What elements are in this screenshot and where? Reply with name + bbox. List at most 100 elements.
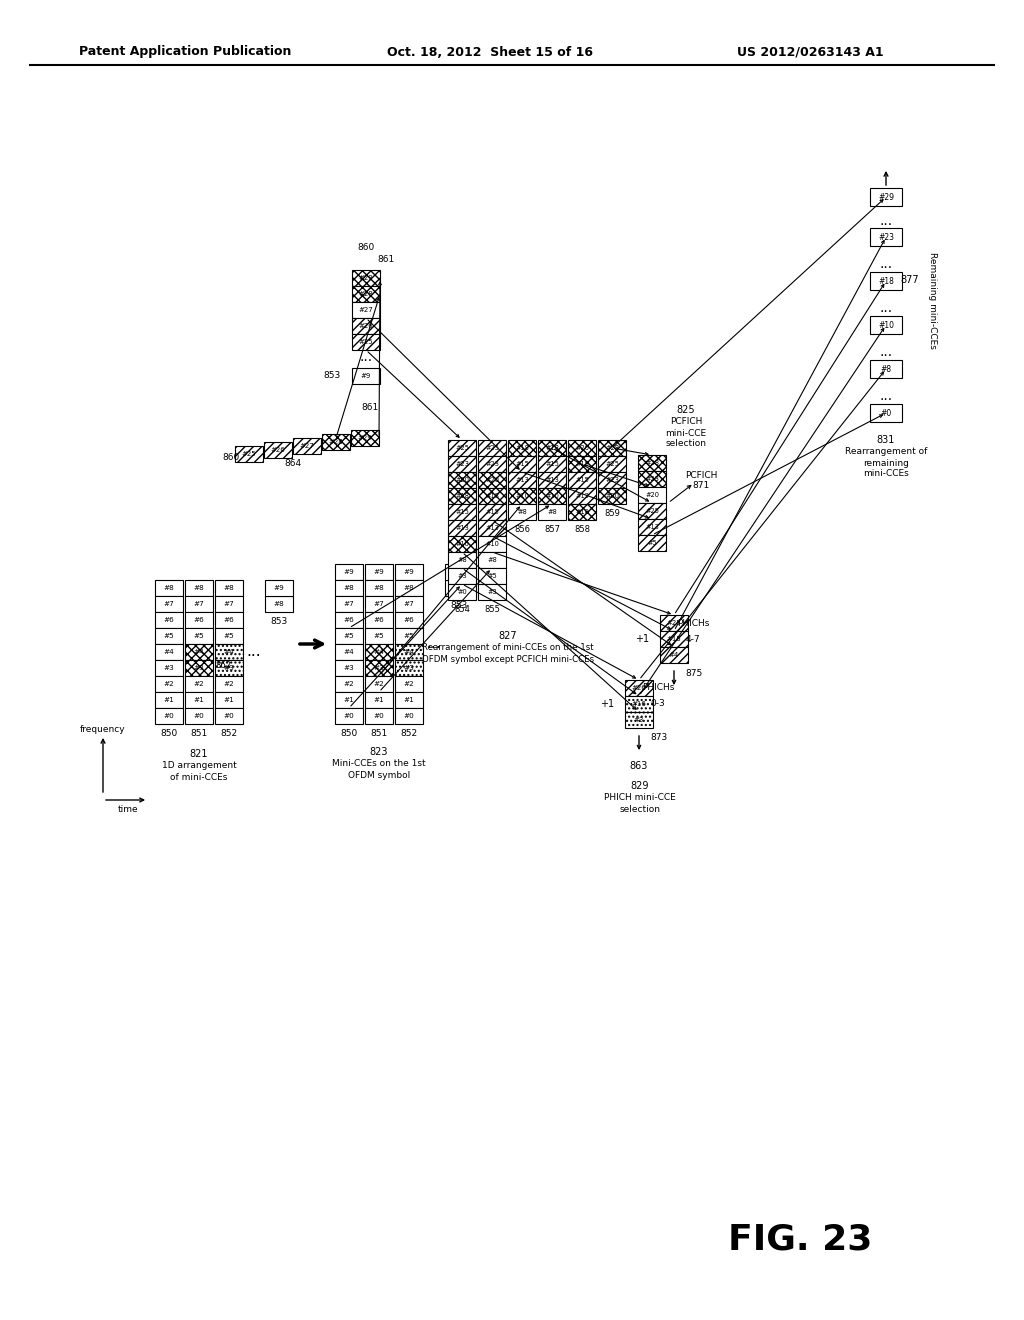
Text: #8: #8: [403, 585, 415, 591]
Text: #20: #20: [645, 492, 659, 498]
Text: ...: ...: [359, 350, 373, 364]
Text: #15: #15: [667, 636, 681, 642]
Bar: [449, 536, 476, 552]
Text: 850: 850: [340, 730, 357, 738]
Text: US 2012/0263143 A1: US 2012/0263143 A1: [736, 45, 884, 58]
Text: time: time: [118, 805, 138, 814]
Text: 860: 860: [222, 454, 240, 462]
Text: #20: #20: [605, 492, 618, 499]
Text: #28: #28: [645, 459, 659, 466]
Text: #10: #10: [515, 492, 529, 499]
Text: #9: #9: [374, 569, 384, 576]
Text: 831: 831: [877, 436, 895, 445]
Bar: [478, 455, 506, 473]
Bar: [215, 660, 243, 676]
Text: OFDM symbol: OFDM symbol: [348, 771, 411, 780]
Bar: [335, 708, 362, 723]
Bar: [365, 644, 393, 660]
Text: #25: #25: [485, 445, 499, 451]
Bar: [538, 473, 566, 488]
Text: #29: #29: [357, 436, 373, 441]
Text: #26: #26: [632, 685, 646, 690]
Text: #10: #10: [575, 510, 589, 515]
Bar: [538, 455, 566, 473]
Text: #29: #29: [878, 193, 894, 202]
Text: 1D arrangement: 1D arrangement: [162, 762, 237, 771]
Bar: [365, 597, 393, 612]
Bar: [538, 440, 566, 455]
Text: #3: #3: [634, 717, 644, 723]
Bar: [870, 187, 902, 206]
Bar: [155, 676, 183, 692]
Bar: [352, 302, 380, 318]
Text: #25: #25: [455, 445, 469, 451]
Text: #1: #1: [403, 697, 415, 704]
Text: #3: #3: [223, 665, 234, 671]
Text: 857: 857: [544, 525, 560, 535]
Text: #8: #8: [454, 585, 464, 591]
Text: #10: #10: [455, 541, 469, 546]
Text: 871: 871: [692, 480, 710, 490]
Bar: [395, 597, 423, 612]
Bar: [449, 455, 476, 473]
Text: #5: #5: [194, 634, 205, 639]
Text: 821: 821: [189, 748, 208, 759]
Text: #1: #1: [374, 697, 384, 704]
Text: 851: 851: [371, 730, 388, 738]
Text: #1: #1: [194, 697, 205, 704]
Text: #1: #1: [344, 697, 354, 704]
Text: #27: #27: [300, 444, 314, 449]
Text: #8: #8: [374, 585, 384, 591]
Bar: [185, 708, 213, 723]
Bar: [598, 473, 626, 488]
Text: 859: 859: [604, 510, 620, 519]
Text: ...: ...: [880, 345, 893, 359]
Text: 853: 853: [451, 602, 468, 610]
Text: #3: #3: [344, 665, 354, 671]
Text: #7: #7: [403, 601, 415, 607]
Text: #0: #0: [457, 589, 467, 595]
Text: 855: 855: [484, 606, 500, 615]
Bar: [365, 692, 393, 708]
Bar: [478, 504, 506, 520]
Text: #29: #29: [358, 275, 374, 281]
Bar: [185, 597, 213, 612]
Text: #23: #23: [645, 477, 658, 482]
Bar: [449, 504, 476, 520]
Bar: [568, 488, 596, 504]
Text: #18: #18: [455, 492, 469, 499]
Bar: [395, 644, 423, 660]
Bar: [155, 628, 183, 644]
Text: #23: #23: [878, 232, 894, 242]
Text: ...: ...: [880, 301, 893, 315]
Text: 860: 860: [357, 243, 375, 252]
Text: #2: #2: [374, 681, 384, 686]
Text: mini-CCE: mini-CCE: [666, 429, 707, 437]
Text: 829: 829: [631, 781, 649, 791]
Text: #2: #2: [403, 681, 415, 686]
Bar: [870, 228, 902, 246]
Text: #4: #4: [164, 649, 174, 655]
Bar: [185, 676, 213, 692]
Bar: [538, 504, 566, 520]
Bar: [508, 473, 536, 488]
Text: #0: #0: [344, 713, 354, 719]
Bar: [449, 488, 476, 504]
Bar: [352, 318, 380, 334]
Bar: [293, 438, 321, 454]
Bar: [335, 676, 362, 692]
Text: #4: #4: [669, 652, 679, 657]
Text: #10: #10: [485, 541, 499, 546]
Text: #0: #0: [374, 713, 384, 719]
Text: #4: #4: [344, 649, 354, 655]
Bar: [215, 676, 243, 692]
Text: #3: #3: [374, 665, 384, 671]
Bar: [155, 660, 183, 676]
Text: #8: #8: [194, 585, 205, 591]
Text: ...: ...: [427, 636, 441, 652]
Bar: [155, 612, 183, 628]
Text: #18: #18: [515, 445, 529, 451]
Text: #2: #2: [344, 681, 354, 686]
Text: #8: #8: [164, 585, 174, 591]
Text: #6: #6: [374, 616, 384, 623]
